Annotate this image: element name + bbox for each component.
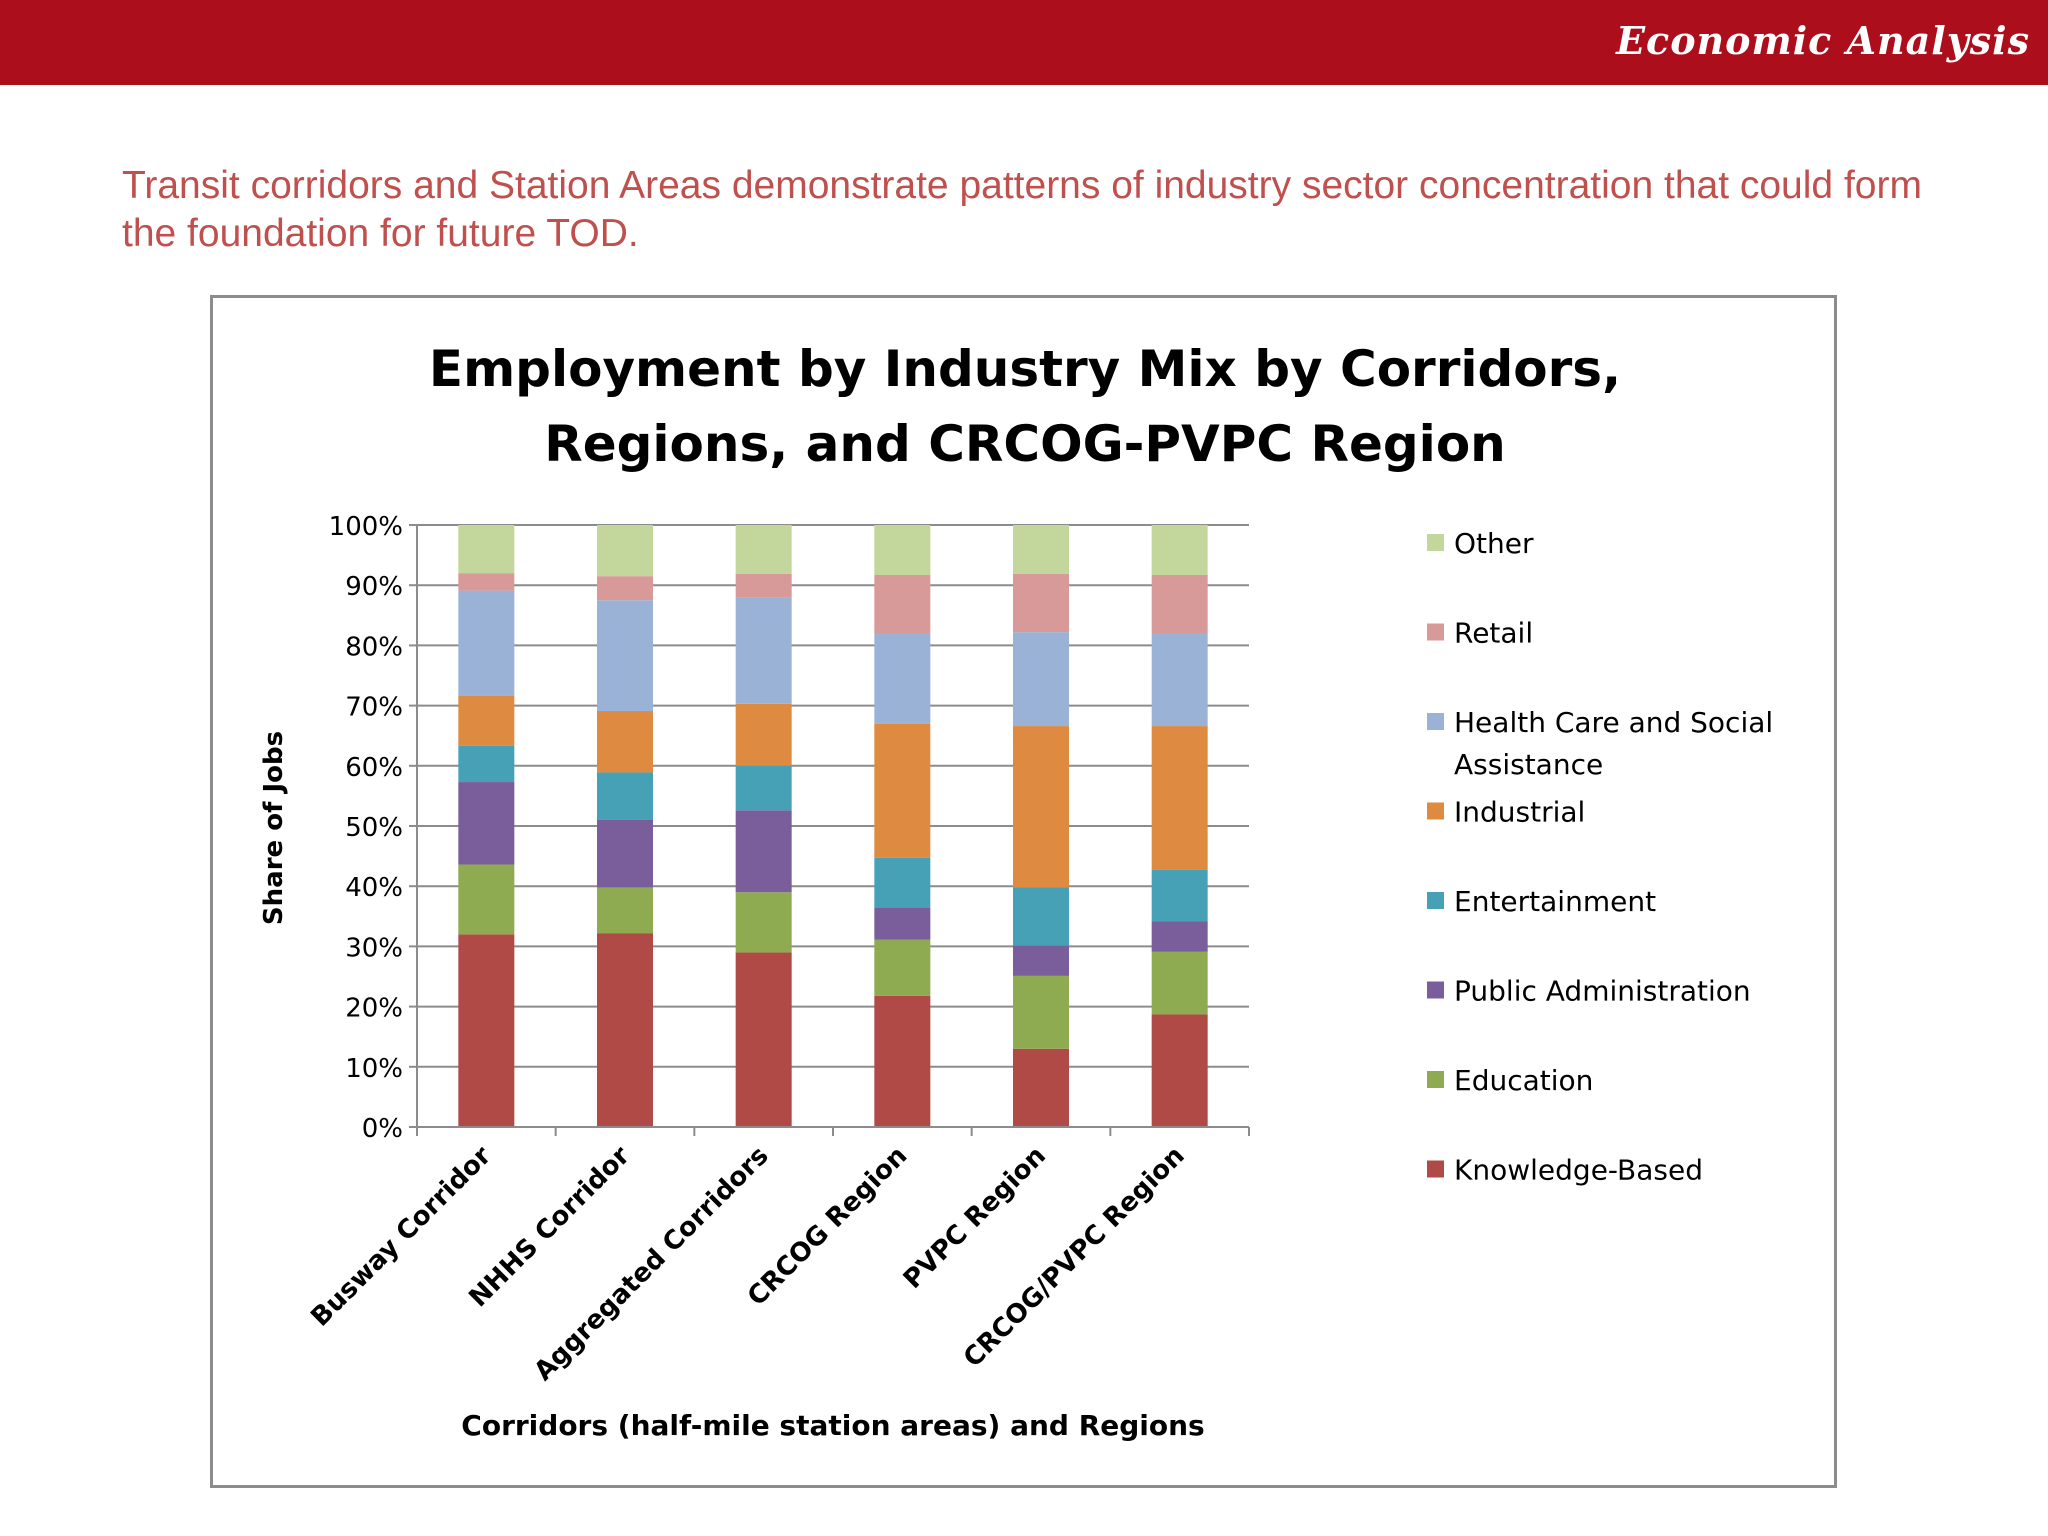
legend-swatch — [1427, 623, 1444, 641]
bar-segment — [1151, 1014, 1208, 1127]
bar-segment — [874, 995, 931, 1127]
bar-segment — [735, 703, 792, 766]
x-tick-label: PVPC Region — [898, 1141, 1052, 1295]
bar-segment — [1013, 975, 1069, 1049]
bar-segment — [597, 887, 653, 934]
bar-segment — [1151, 633, 1208, 727]
y-tick-label: 100% — [329, 512, 403, 542]
bar-segment — [874, 525, 931, 575]
y-tick-label: 0% — [362, 1114, 403, 1144]
x-tick-label: Busway Corridor — [305, 1141, 497, 1333]
banner-title: Economic Analysis — [1616, 18, 2030, 63]
bar-segment — [597, 600, 653, 712]
bar-segment — [735, 525, 792, 574]
bar-segment — [874, 857, 931, 908]
bar-segment — [735, 573, 792, 598]
stacked-bar-chart: Employment by Industry Mix by Corridors,… — [259, 340, 1773, 1442]
bar-segment — [1151, 951, 1208, 1015]
bar-segment — [874, 723, 931, 858]
chart-title-line-1: Employment by Industry Mix by Corridors, — [429, 340, 1621, 398]
bar-segment — [735, 810, 792, 893]
bar-segment — [458, 590, 515, 696]
bar-segment — [458, 934, 515, 1127]
legend-label: Retail — [1454, 617, 1533, 650]
legend-label: Public Administration — [1454, 975, 1751, 1008]
bar-segment — [597, 576, 653, 601]
legend-label: Other — [1454, 527, 1534, 560]
gridlines — [417, 524, 1249, 1068]
bar-segment — [1151, 525, 1208, 575]
legend-swatch — [1427, 802, 1444, 820]
y-tick-label: 30% — [345, 933, 403, 963]
legend-swatch — [1427, 1160, 1444, 1178]
y-tick-label: 50% — [345, 813, 403, 843]
bar-segment — [1013, 525, 1069, 574]
y-tick-label: 60% — [345, 753, 403, 783]
y-tick-label: 90% — [345, 572, 403, 602]
bar-segment — [1013, 945, 1069, 976]
bar-segment — [458, 695, 515, 746]
bar-segment — [1151, 574, 1208, 634]
bar-segment — [735, 892, 792, 953]
bar-segment — [874, 574, 931, 634]
bar-segment — [597, 525, 653, 577]
y-tick-label: 10% — [345, 1054, 403, 1084]
bar-segment — [735, 765, 792, 811]
bar-segment — [874, 939, 931, 996]
legend-swatch — [1427, 534, 1444, 551]
bar-segment — [1013, 887, 1069, 946]
legend-swatch — [1427, 1071, 1444, 1088]
bar-segment — [597, 772, 653, 820]
x-tick-label: CRCOG/PVPC Region — [958, 1141, 1191, 1374]
bar-segment — [874, 907, 931, 940]
bar-segment — [1013, 1048, 1069, 1127]
bar-segment — [458, 525, 515, 574]
bar-segment — [1151, 726, 1208, 870]
top-banner: Economic Analysis — [0, 0, 2048, 85]
bar-segment — [458, 573, 515, 591]
legend-label: Industrial — [1454, 796, 1585, 829]
headline: Transit corridors and Station Areas demo… — [122, 164, 1922, 255]
x-axis-label: Corridors (half-mile station areas) and … — [461, 1409, 1204, 1442]
bar-segment — [1151, 869, 1208, 922]
bar-segment — [597, 933, 653, 1127]
chart-title-line-2: Regions, and CRCOG-PVPC Region — [544, 415, 1506, 473]
legend-swatch — [1427, 713, 1444, 730]
bar-segment — [874, 633, 931, 724]
y-tick-label: 20% — [345, 994, 403, 1024]
legend: Other Retail Health Care and Social Assista… — [1427, 527, 1773, 1187]
chart-frame: Employment by Industry Mix by Corridors,… — [210, 295, 1837, 1488]
legend-label: Health Care and Social Assistance — [1454, 706, 1773, 781]
y-tick-label: 70% — [345, 693, 403, 723]
bar-segment — [1151, 921, 1208, 952]
legend-label: Knowledge-Based — [1454, 1154, 1703, 1187]
y-tick-label: 40% — [345, 873, 403, 903]
x-tick-label: Aggregated Corridors — [529, 1141, 775, 1387]
y-tick-label: 80% — [345, 632, 403, 662]
y-axis-label: Share of Jobs — [259, 731, 289, 925]
legend-label: Education — [1454, 1064, 1593, 1097]
bar-segment — [735, 597, 792, 704]
bar-segment — [458, 864, 515, 935]
bar-segment — [1013, 726, 1069, 888]
legend-label: Entertainment — [1454, 885, 1656, 918]
bar-segment — [597, 711, 653, 773]
bars — [458, 525, 1208, 1127]
bar-segment — [458, 782, 515, 865]
legend-swatch — [1427, 892, 1444, 909]
bar-segment — [1013, 573, 1069, 633]
bar-segment — [735, 952, 792, 1127]
bar-segment — [597, 819, 653, 888]
bar-segment — [1013, 632, 1069, 727]
legend-swatch — [1427, 981, 1444, 999]
bar-segment — [458, 745, 515, 783]
